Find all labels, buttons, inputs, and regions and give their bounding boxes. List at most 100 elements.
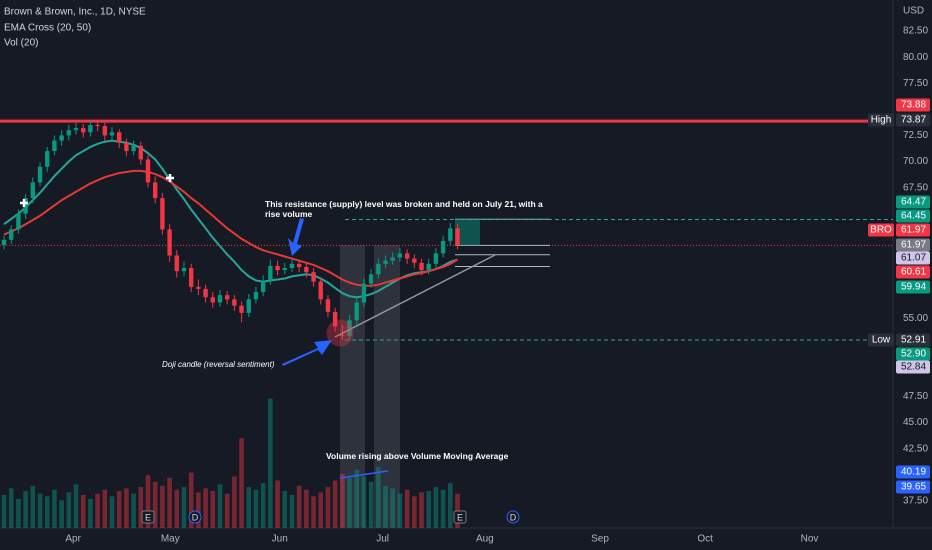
annotation: This resistance (supply) level was broke… <box>265 199 543 219</box>
candle-body <box>390 257 395 261</box>
candle-body <box>325 299 331 312</box>
price-tag-label: 64.47 <box>901 197 926 208</box>
price-tag <box>896 195 930 209</box>
candle-body <box>30 182 36 199</box>
candle-body <box>73 128 79 131</box>
header-title: Brown & Brown, Inc., 1D, NYSE <box>4 7 146 18</box>
x-tick-label: Oct <box>697 534 713 545</box>
volume-bar <box>404 489 410 528</box>
indicator: EMA Cross (20, 50) <box>4 23 91 34</box>
x-tick-label: Nov <box>801 534 819 545</box>
event-label: D <box>510 512 517 522</box>
volume-bar <box>275 480 280 528</box>
volume-bar <box>203 488 208 528</box>
volume-bar <box>174 489 180 528</box>
tag-label: BRO <box>870 225 892 236</box>
volume-bar <box>16 498 21 528</box>
candle-body <box>368 274 374 284</box>
candle-body <box>433 253 439 264</box>
price-tag <box>896 347 930 361</box>
price-tag-label: 61.97 <box>901 225 926 236</box>
candle-body <box>426 263 431 271</box>
ema-line <box>3 169 459 287</box>
candle-body <box>232 299 237 306</box>
candle-body <box>246 299 251 313</box>
volume-bar <box>426 491 432 528</box>
candle-body <box>455 228 460 246</box>
price-tag-label: 40.19 <box>901 467 926 478</box>
volume-bar <box>116 491 122 528</box>
volume-bar <box>260 483 266 528</box>
volume-bar <box>296 485 302 528</box>
volume-bar <box>325 487 331 528</box>
candle-body <box>304 266 309 273</box>
volume-bar <box>73 484 79 528</box>
event-badge <box>506 510 520 524</box>
volume-bar <box>361 476 367 528</box>
volume-bar <box>376 467 381 528</box>
x-tick-label: May <box>161 534 180 545</box>
candle-body <box>188 268 194 287</box>
candle-body <box>376 263 381 275</box>
candle-body <box>37 166 43 183</box>
volume-bar <box>390 488 396 528</box>
candle-body <box>203 288 208 298</box>
y-tick-label: 55.00 <box>903 313 928 324</box>
candle-body <box>45 151 50 167</box>
candle-body <box>59 135 64 141</box>
candle-body <box>412 258 417 263</box>
volume-bar <box>246 487 252 528</box>
volume-bar <box>44 496 50 528</box>
volume-bar <box>138 487 144 528</box>
candle-body <box>102 126 108 136</box>
volume-bar <box>102 489 108 528</box>
event-label: D <box>192 512 199 522</box>
volume-bar <box>167 477 172 528</box>
candle-body <box>210 297 215 303</box>
candle-body <box>95 124 100 127</box>
candle-body <box>224 295 230 300</box>
y-tick-label: 72.50 <box>903 130 928 141</box>
candle-body <box>124 142 129 152</box>
volume-bar <box>419 492 424 528</box>
tag-box <box>868 223 894 237</box>
price-tag <box>896 280 930 294</box>
candle-body <box>145 159 151 183</box>
volume-bar <box>131 493 136 528</box>
event-badge <box>141 510 155 524</box>
candle-body <box>88 124 93 133</box>
y-tick-label: 67.50 <box>903 182 928 193</box>
trend-line <box>334 254 496 338</box>
candle-body <box>383 260 388 264</box>
price-tag <box>896 223 930 237</box>
price-tag-label: 39.65 <box>901 482 926 493</box>
volume-bar <box>289 495 295 528</box>
candle-body <box>16 213 21 230</box>
candle-body <box>311 272 316 282</box>
volume-bar <box>145 475 151 528</box>
volume-bar <box>433 487 439 528</box>
volume-bar <box>217 484 223 528</box>
candle-body <box>268 265 273 281</box>
y-tick-label: 82.50 <box>903 26 928 37</box>
y-tick-label: 37.50 <box>903 495 928 506</box>
ema-line <box>3 139 458 299</box>
volume-bar <box>188 472 194 528</box>
candle-body <box>181 268 187 272</box>
volume-bar <box>66 492 72 528</box>
volume-bar <box>160 485 165 528</box>
x-tick-label: Apr <box>65 534 81 545</box>
candle-body <box>81 128 86 133</box>
y-tick-label: 45.00 <box>903 417 928 428</box>
volume-bar <box>181 487 187 528</box>
candle-body <box>440 240 446 254</box>
currency: USD <box>903 6 924 17</box>
volume-bar <box>253 489 259 528</box>
volume-bar <box>282 491 288 528</box>
tag-label: Low <box>872 335 891 346</box>
candle-body <box>167 229 172 256</box>
doji-marker <box>326 319 354 347</box>
candle-body <box>318 281 323 300</box>
volume-bar <box>52 489 57 528</box>
